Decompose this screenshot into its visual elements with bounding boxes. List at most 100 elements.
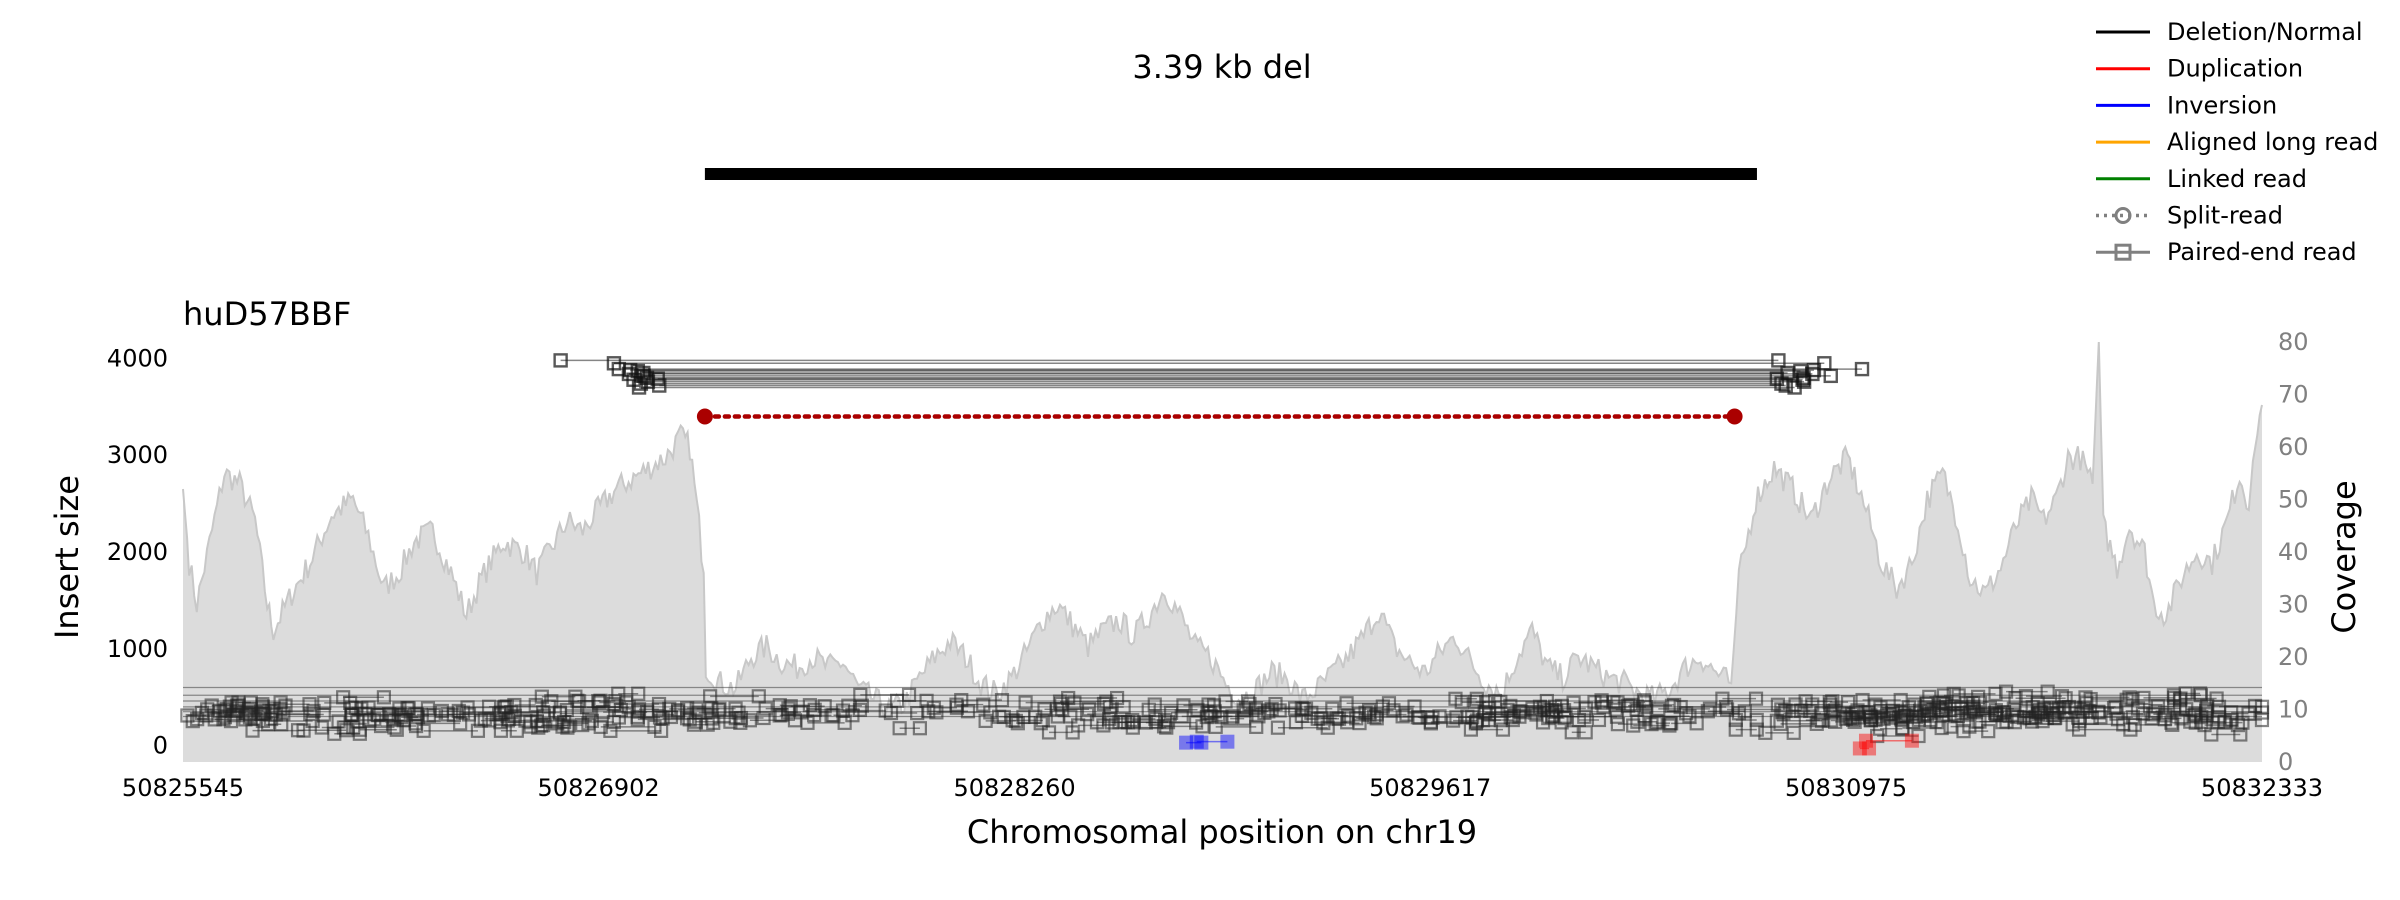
- normal-pair: [1089, 715, 1141, 730]
- normal-pair: [1969, 714, 2014, 729]
- discordant-pair: [1179, 735, 1209, 750]
- y-tick-label-right: 20: [2278, 643, 2309, 671]
- y-tick-label-left: 1000: [107, 635, 168, 663]
- normal-pair: [1298, 701, 1340, 716]
- normal-pair: [1339, 696, 1397, 711]
- y-axis-label-left: Insert size: [48, 475, 86, 639]
- normal-pair: [1478, 705, 1543, 720]
- normal-pair: [1850, 710, 1878, 725]
- legend-label: Inversion: [2167, 91, 2277, 119]
- normal-pair: [1454, 695, 1494, 710]
- legend-entry: Paired-end read: [2096, 238, 2357, 266]
- normal-pair: [1054, 696, 1112, 712]
- x-axis-label: Chromosomal position on chr19: [967, 813, 1477, 851]
- y-tick-label-left: 2000: [107, 538, 168, 566]
- x-tick-label: 50832333: [2201, 774, 2323, 802]
- normal-pair: [507, 697, 543, 713]
- normal-pair: [926, 700, 965, 715]
- y-tick-label-right: 10: [2278, 696, 2309, 724]
- coverage-layer: [182, 341, 2263, 762]
- normal-pair: [1138, 715, 1204, 730]
- normal-pair: [1728, 712, 1764, 728]
- spanning-pair: [606, 356, 1832, 371]
- normal-pair: [1010, 716, 1048, 731]
- normal-pair: [2166, 688, 2208, 703]
- legend-entry: Deletion/Normal: [2096, 18, 2363, 46]
- normal-pair: [336, 690, 391, 705]
- legend-label: Linked read: [2167, 165, 2307, 193]
- legend: Deletion/Normal Duplication Inversion Align…: [2096, 18, 2378, 266]
- normal-pair: [853, 687, 917, 703]
- spanning-pair: [553, 353, 1786, 368]
- y-tick-label-left: 4000: [107, 344, 168, 372]
- normal-pair: [2031, 702, 2061, 717]
- normal-pair: [1798, 694, 1840, 709]
- normal-pair: [531, 720, 575, 735]
- x-tick-label: 50826902: [538, 774, 660, 802]
- y-tick-label-right: 80: [2278, 328, 2309, 356]
- normal-pair: [1545, 709, 1592, 724]
- y-axis-label-right: Coverage: [2325, 480, 2363, 633]
- split-read-end: [1726, 408, 1743, 425]
- spanning-pair: [631, 380, 1802, 395]
- legend-entry: Linked read: [2096, 165, 2307, 193]
- normal-pair: [534, 689, 583, 704]
- y-tick-label-right: 30: [2278, 591, 2309, 619]
- normal-pair: [544, 694, 587, 709]
- normal-pair: [592, 695, 634, 710]
- legend-label: Paired-end read: [2167, 238, 2357, 266]
- legend-label: Split-read: [2167, 202, 2283, 230]
- y-tick-label-right: 50: [2278, 486, 2309, 514]
- normal-pair: [1041, 725, 1080, 740]
- legend-entry: Aligned long read: [2096, 128, 2378, 156]
- normal-pair: [703, 689, 766, 704]
- x-tick-label: 50828260: [953, 774, 1075, 802]
- normal-pair: [1715, 691, 1764, 706]
- normal-pair: [204, 698, 245, 713]
- normal-pair: [680, 701, 719, 716]
- coverage-line: [182, 341, 2263, 720]
- legend-label: Deletion/Normal: [2167, 18, 2363, 46]
- x-tick-label: 50830975: [1785, 774, 1907, 802]
- normal-pair: [493, 723, 524, 738]
- discordant-pair: [1189, 734, 1235, 749]
- y-tick-label-right: 0: [2278, 748, 2293, 776]
- normal-pair: [2048, 710, 2099, 725]
- normal-pair: [679, 711, 743, 726]
- normal-pair: [477, 711, 517, 727]
- y-tick-label-right: 60: [2278, 433, 2309, 461]
- normal-pair: [1758, 725, 1801, 740]
- normal-pair: [954, 692, 1010, 708]
- normal-pair: [552, 706, 597, 721]
- normal-pair: [2188, 706, 2256, 721]
- normal-pair: [1998, 684, 2055, 699]
- y-tick-label-right: 40: [2278, 538, 2309, 566]
- normal-pair: [892, 721, 927, 736]
- normal-pair: [1208, 719, 1264, 734]
- normal-pair: [772, 708, 839, 723]
- x-tick-label: 50825545: [122, 774, 244, 802]
- normal-pair: [1147, 697, 1216, 712]
- legend-entry: Duplication: [2096, 55, 2303, 83]
- spanning-pairs-layer: [553, 353, 1870, 395]
- normal-pair: [1270, 720, 1335, 735]
- discordant-pair: [1858, 733, 1919, 748]
- legend-label: Aligned long read: [2167, 128, 2378, 156]
- normal-pair: [2071, 722, 2138, 737]
- normal-pair: [408, 716, 468, 731]
- normal-pair: [2068, 701, 2122, 716]
- split-read-layer: [696, 408, 1743, 425]
- y-tick-label-left: 3000: [107, 441, 168, 469]
- normal-pair: [929, 705, 998, 720]
- coverage-area: [183, 342, 2262, 762]
- normal-pair: [401, 701, 436, 716]
- split-read-start: [696, 408, 713, 425]
- normal-pair: [1236, 703, 1287, 718]
- y-ticks-left: 0 1000 2000 3000 4000: [107, 344, 168, 759]
- x-ticks: 50825545 50826902 50828260 50829617 50830975…: [122, 774, 2323, 802]
- normal-pair: [1728, 722, 1764, 737]
- legend-label: Duplication: [2167, 55, 2303, 83]
- y-tick-label-right: 70: [2278, 381, 2309, 409]
- x-tick-label: 50829617: [1369, 774, 1491, 802]
